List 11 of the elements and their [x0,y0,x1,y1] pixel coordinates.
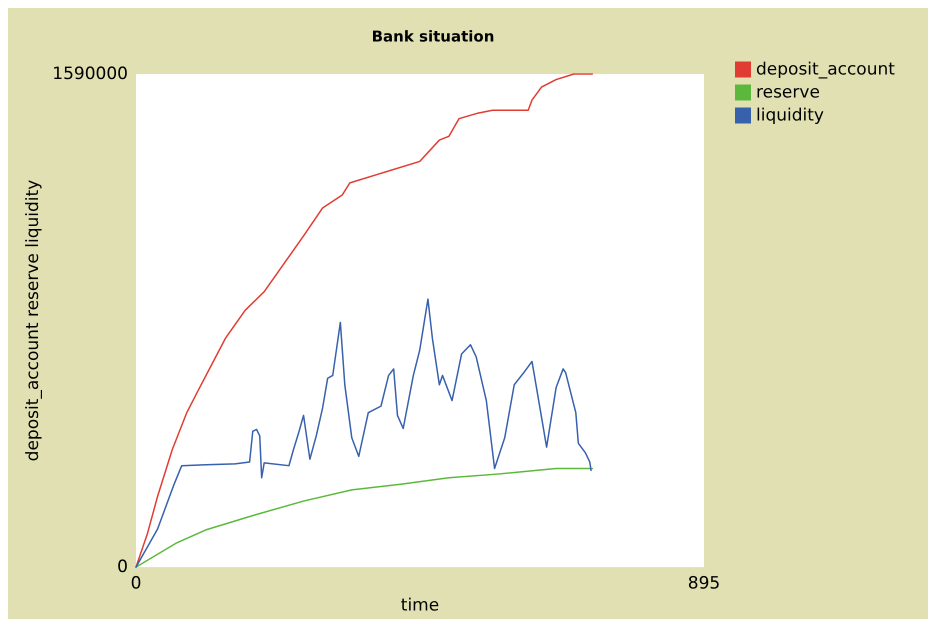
y-tick-label: 1590000 [52,64,128,84]
x-axis-title: time [400,596,440,616]
legend-label: liquidity [756,106,824,126]
line-series [135,73,594,568]
line-series [135,468,594,568]
legend-label: reserve [756,82,820,102]
x-tick-label: 895 [688,574,720,594]
y-axis-title: deposit_account reserve liquidity [22,180,43,462]
line-series [135,298,592,568]
chart-title: Bank situation [372,28,494,46]
legend-label: deposit_account [756,60,896,80]
